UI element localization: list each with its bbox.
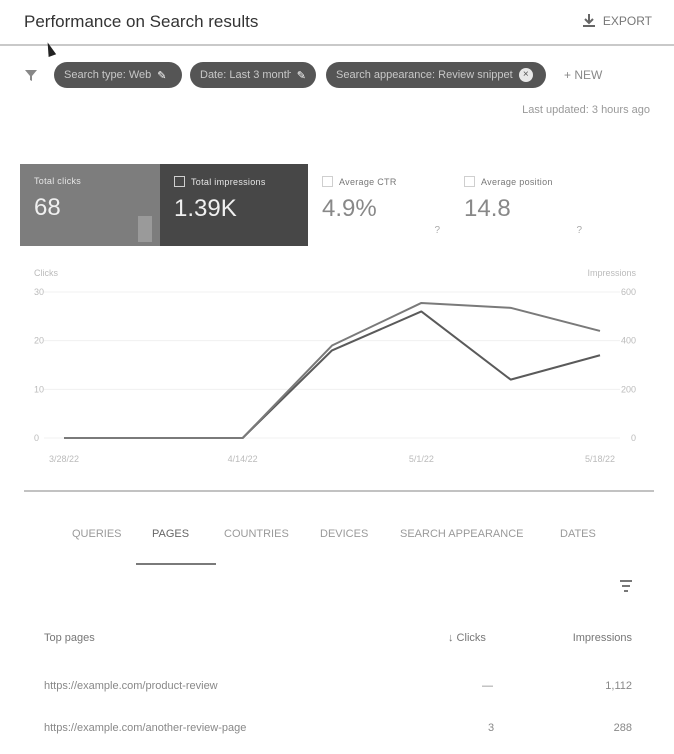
column-header-clicks[interactable]: ↓ Clicks	[448, 632, 486, 644]
checkbox-icon	[464, 176, 475, 187]
edit-icon[interactable]: ✎	[157, 69, 167, 82]
table-row-clicks: 3	[488, 722, 495, 734]
x-tick-label: 3/28/22	[49, 454, 79, 464]
y-tick-label-left: 0	[34, 433, 39, 443]
header-bar: Performance on Search results EXPORT	[0, 0, 674, 46]
new-filter-button[interactable]: + NEW	[564, 68, 603, 82]
metric-label: Average position	[481, 176, 553, 187]
table-row-page[interactable]: https://example.com/another-review-page	[44, 722, 247, 734]
help-icon[interactable]: ?	[576, 225, 582, 236]
table-row-clicks: —	[482, 680, 493, 692]
dimension-tabs: QUERIES PAGES COUNTRIES DEVICES SEARCH A…	[0, 522, 674, 568]
edit-icon[interactable]: ✎	[296, 69, 306, 82]
tab-pages[interactable]: PAGES	[152, 528, 190, 540]
last-updated: Last updated: 3 hours ago	[522, 104, 650, 116]
page-title: Performance on Search results	[24, 12, 259, 31]
filter-bar: Search type: Web ✎ Date: Last 3 months ✎…	[0, 58, 674, 94]
active-tab-indicator	[136, 563, 216, 565]
x-tick-label: 5/18/22	[585, 454, 615, 464]
series-line-clicks	[64, 310, 601, 439]
close-icon[interactable]: ×	[518, 68, 533, 82]
axis-label-right: Impressions	[587, 268, 636, 278]
table-filter-icon[interactable]	[618, 578, 634, 594]
metric-value: 1.39K	[174, 195, 237, 222]
table-row-impressions: 288	[613, 722, 632, 734]
axis-label-left: Clicks	[34, 268, 58, 278]
filter-chip-search-type[interactable]: Search type: Web ✎	[54, 62, 182, 88]
tab-search-appearance[interactable]: SEARCH APPEARANCE	[400, 528, 524, 540]
tab-dates[interactable]: DATES	[560, 528, 596, 540]
help-icon[interactable]: ?	[434, 225, 440, 236]
metric-label: Total impressions	[191, 176, 266, 187]
table-row-impressions: 1,112	[605, 680, 632, 692]
filter-chip-date[interactable]: Date: Last 3 months ✎	[190, 62, 316, 88]
checkbox-icon	[322, 176, 333, 187]
x-tick-label: 5/1/22	[409, 454, 434, 464]
y-tick-label-left: 20	[34, 336, 44, 346]
y-tick-label-left: 10	[34, 384, 44, 394]
y-tick-label-right: 600	[621, 287, 636, 297]
filter-icon[interactable]	[24, 68, 38, 82]
metric-card-ctr[interactable]: Average CTR 4.9% ?	[308, 164, 450, 246]
column-header-top-pages[interactable]: Top pages	[44, 632, 95, 644]
x-tick-label: 4/14/22	[228, 454, 258, 464]
filter-chip-search-appearance[interactable]: Search appearance: Review snippet ×	[326, 62, 546, 88]
divider	[24, 490, 654, 492]
metric-label: Average CTR	[339, 176, 397, 187]
checkbox-icon	[174, 176, 185, 187]
metric-value: 14.8	[464, 195, 511, 222]
export-button[interactable]: EXPORT	[581, 13, 652, 29]
y-tick-label-right: 0	[631, 433, 636, 443]
metric-card-clicks[interactable]: Total clicks 68	[20, 164, 160, 246]
y-tick-label-right: 200	[621, 384, 636, 394]
performance-chart: 30 20 10 0 600 400 200 0 Clicks Impressions 3/28/2…	[34, 268, 637, 464]
metric-value: 68	[34, 194, 61, 221]
download-icon	[582, 14, 595, 27]
info-icon	[138, 216, 152, 242]
series-line-impressions	[64, 301, 601, 439]
metric-card-impressions[interactable]: Total impressions 1.39K	[160, 164, 308, 246]
metric-label: Total clicks	[34, 176, 82, 186]
y-tick-label-left: 30	[34, 287, 44, 297]
metric-value: 4.9%	[322, 195, 377, 222]
column-header-impressions[interactable]: Impressions	[572, 632, 632, 644]
tab-devices[interactable]: DEVICES	[320, 528, 369, 540]
export-label: EXPORT	[602, 14, 652, 28]
tab-countries[interactable]: COUNTRIES	[224, 528, 289, 540]
table-row-page[interactable]: https://example.com/product-review	[44, 680, 218, 692]
metric-card-position[interactable]: Average position 14.8 ?	[450, 164, 592, 246]
y-tick-label-right: 400	[621, 336, 636, 346]
tab-queries[interactable]: QUERIES	[72, 528, 122, 540]
